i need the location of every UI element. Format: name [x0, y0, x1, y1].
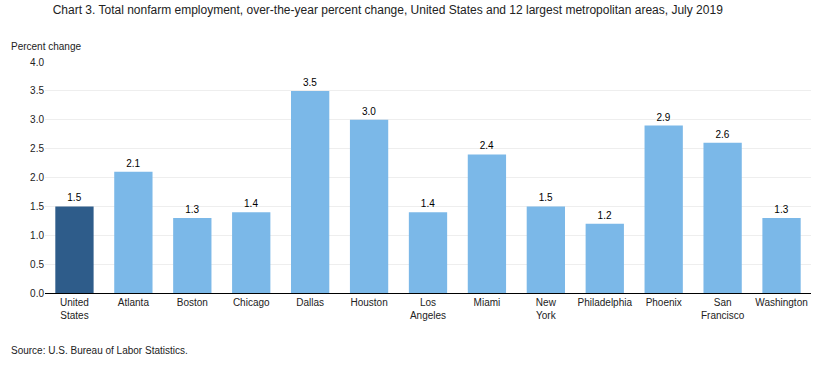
svg-text:Chicago: Chicago	[233, 297, 270, 308]
svg-text:3.0: 3.0	[30, 114, 44, 125]
svg-text:Chart 3. Total nonfarm employm: Chart 3. Total nonfarm employment, over-…	[53, 3, 723, 17]
svg-text:1.2: 1.2	[598, 210, 612, 221]
svg-text:2.0: 2.0	[30, 172, 44, 183]
svg-text:1.5: 1.5	[30, 201, 44, 212]
svg-text:Percent change: Percent change	[11, 41, 81, 52]
svg-text:0.5: 0.5	[30, 259, 44, 270]
svg-text:1.5: 1.5	[539, 192, 553, 203]
svg-text:1.4: 1.4	[244, 198, 258, 209]
svg-text:2.6: 2.6	[715, 129, 729, 140]
svg-text:Dallas: Dallas	[296, 297, 324, 308]
svg-text:SanFrancisco: SanFrancisco	[701, 297, 745, 321]
svg-text:1.5: 1.5	[67, 192, 81, 203]
svg-text:Phoenix: Phoenix	[646, 297, 682, 308]
svg-text:1.0: 1.0	[30, 230, 44, 241]
svg-text:3.5: 3.5	[30, 85, 44, 96]
svg-text:2.9: 2.9	[657, 112, 671, 123]
svg-text:Boston: Boston	[177, 297, 208, 308]
svg-text:1.3: 1.3	[185, 204, 199, 215]
svg-text:3.5: 3.5	[303, 77, 317, 88]
svg-text:Washington: Washington	[755, 297, 807, 308]
svg-text:Philadelphia: Philadelphia	[578, 297, 633, 308]
svg-text:Source: U.S. Bureau of Labor S: Source: U.S. Bureau of Labor Statistics.	[11, 345, 188, 356]
svg-text:1.3: 1.3	[774, 204, 788, 215]
svg-text:0.0: 0.0	[30, 288, 44, 299]
svg-text:4.0: 4.0	[30, 57, 44, 68]
svg-text:2.1: 2.1	[126, 158, 140, 169]
svg-text:Atlanta: Atlanta	[118, 297, 150, 308]
svg-text:UnitedStates: UnitedStates	[60, 297, 89, 321]
svg-text:Miami: Miami	[474, 297, 501, 308]
svg-text:2.4: 2.4	[480, 140, 494, 151]
svg-text:1.4: 1.4	[421, 198, 435, 209]
svg-text:LosAngeles: LosAngeles	[410, 297, 446, 321]
svg-text:2.5: 2.5	[30, 143, 44, 154]
svg-text:Houston: Houston	[350, 297, 387, 308]
svg-text:NewYork: NewYork	[536, 297, 557, 321]
svg-text:3.0: 3.0	[362, 106, 376, 117]
